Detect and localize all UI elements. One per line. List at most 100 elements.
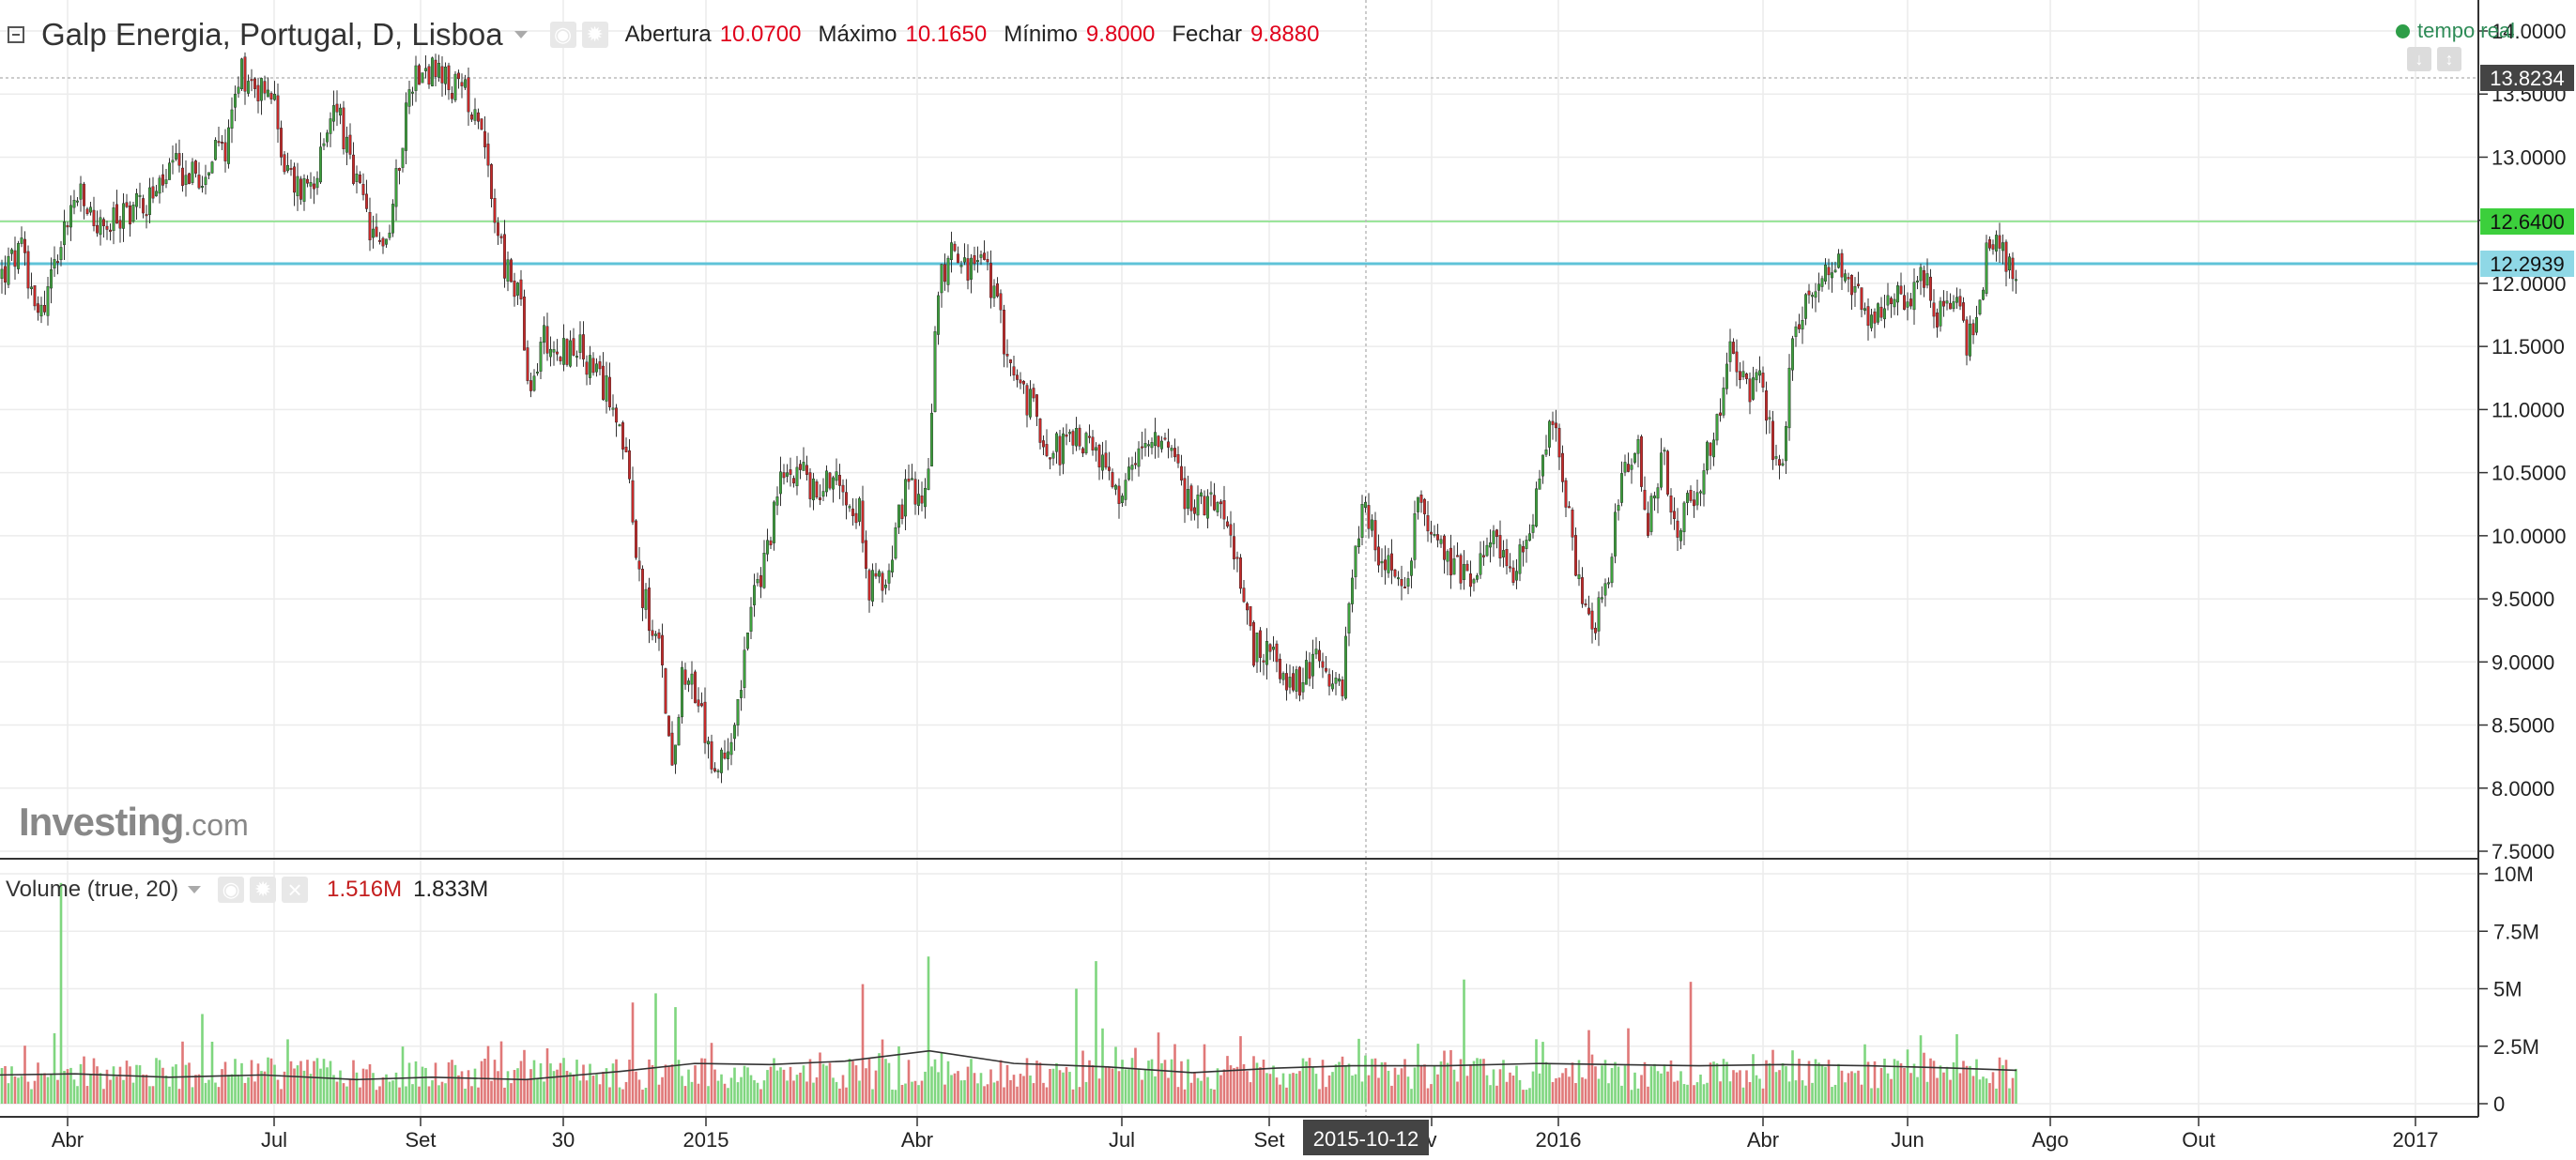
volume-bar bbox=[332, 1075, 335, 1104]
volume-bar bbox=[523, 1049, 526, 1104]
volume-bar bbox=[648, 1059, 651, 1104]
candle-body bbox=[477, 112, 481, 122]
chevron-down-icon[interactable] bbox=[514, 31, 528, 38]
volume-bar bbox=[1200, 1080, 1203, 1104]
candle-body bbox=[33, 285, 37, 307]
candle-body bbox=[887, 570, 891, 584]
candle-body bbox=[799, 464, 803, 470]
volume-title[interactable]: Volume (true, 20) bbox=[6, 877, 179, 902]
chevron-down-icon[interactable] bbox=[188, 886, 202, 893]
volume-bar bbox=[779, 1067, 782, 1104]
candle-body bbox=[1130, 465, 1134, 470]
candle-body bbox=[1866, 306, 1870, 327]
volume-bar bbox=[355, 1072, 359, 1104]
candle-body bbox=[832, 477, 836, 490]
volume-bar bbox=[621, 1089, 624, 1104]
volume-bar bbox=[615, 1059, 618, 1104]
candle-body bbox=[1203, 496, 1206, 516]
candle-body bbox=[707, 740, 711, 745]
volume-bar bbox=[1426, 1088, 1430, 1104]
volume-bar bbox=[381, 1076, 385, 1104]
close-label: Fechar bbox=[1172, 22, 1243, 47]
volume-bar bbox=[497, 1071, 499, 1104]
candle-body bbox=[46, 286, 50, 316]
high-label: Máximo bbox=[818, 22, 897, 47]
candle-body bbox=[1508, 566, 1511, 569]
candle-body bbox=[1373, 520, 1377, 551]
candle-body bbox=[39, 304, 43, 317]
volume-bar bbox=[657, 1084, 661, 1104]
eye-icon[interactable]: ◉ bbox=[549, 22, 576, 48]
candle-body bbox=[881, 572, 884, 591]
candle-body bbox=[789, 469, 792, 475]
volume-bar bbox=[1456, 1081, 1459, 1104]
volume-bar bbox=[1594, 1066, 1597, 1104]
candle-body bbox=[865, 540, 868, 570]
candle-body bbox=[424, 68, 428, 71]
candle-body bbox=[1212, 495, 1216, 511]
candle-body bbox=[306, 178, 310, 184]
candle-body bbox=[683, 669, 687, 685]
volume-bar bbox=[1985, 1078, 1988, 1104]
candle-body bbox=[1262, 660, 1265, 663]
volume-bar bbox=[874, 1070, 878, 1104]
collapse-square-icon[interactable] bbox=[8, 26, 24, 43]
price-axis[interactable]: 14.000013.500013.000012.500012.000011.50… bbox=[2478, 20, 2567, 863]
time-axis[interactable]: Abr Jul Set 30 2015 Abr Jul Set v 2016 Abr Jun Ago Ou… bbox=[52, 1117, 2439, 1152]
candle-body bbox=[1974, 316, 1978, 333]
scroll-down-icon[interactable]: ↓ bbox=[2407, 47, 2431, 71]
candle-body bbox=[1501, 550, 1505, 557]
candle-body bbox=[161, 174, 164, 186]
candle-body bbox=[733, 725, 737, 740]
gear-icon[interactable]: ✹ bbox=[250, 877, 277, 903]
volume-bar bbox=[641, 1090, 644, 1104]
volume-bar bbox=[1281, 1073, 1285, 1104]
candle-body bbox=[326, 132, 330, 143]
volume-bar bbox=[122, 1079, 125, 1104]
volume-bar bbox=[1557, 1077, 1561, 1104]
candle-body bbox=[1518, 544, 1522, 574]
candle-body bbox=[1939, 300, 1942, 327]
candle-body bbox=[1094, 447, 1097, 451]
volume-bar bbox=[1522, 1090, 1525, 1104]
candle-body bbox=[569, 340, 573, 367]
time-tick-label: Jun bbox=[1891, 1128, 1924, 1152]
volume-bar bbox=[519, 1061, 523, 1104]
volume-bar bbox=[1252, 1056, 1255, 1104]
volume-bar bbox=[1709, 1062, 1712, 1104]
candle-body bbox=[874, 572, 878, 577]
scroll-up-icon[interactable]: ↕ bbox=[2437, 47, 2461, 71]
volume-bar bbox=[2011, 1077, 2015, 1104]
candle-body bbox=[1761, 373, 1765, 388]
candle-body bbox=[930, 412, 934, 466]
volume-bar bbox=[191, 1087, 194, 1104]
volume-bar bbox=[155, 1058, 158, 1104]
volume-bar bbox=[197, 1074, 201, 1104]
volume-bar bbox=[992, 1082, 996, 1104]
candle-body bbox=[740, 690, 744, 698]
price-tag-label: 13.8234 bbox=[2490, 67, 2565, 90]
candle-body bbox=[411, 91, 415, 94]
close-icon[interactable]: × bbox=[282, 877, 309, 903]
candle-body bbox=[1836, 253, 1840, 268]
volume-bar bbox=[1574, 1083, 1577, 1104]
candle-body bbox=[223, 142, 227, 161]
volume-bar bbox=[204, 1082, 207, 1104]
candle-body bbox=[1695, 492, 1699, 506]
volume-bar bbox=[33, 1080, 37, 1104]
candle-body bbox=[792, 478, 796, 484]
symbol-title[interactable]: Galp Energia, Portugal, D, Lisboa bbox=[41, 17, 503, 52]
candle-body bbox=[1965, 319, 1969, 356]
volume-bar bbox=[53, 1032, 56, 1104]
gear-icon[interactable]: ✹ bbox=[581, 22, 608, 48]
eye-icon[interactable]: ◉ bbox=[218, 877, 245, 903]
volume-bar bbox=[1702, 1084, 1706, 1104]
candle-body bbox=[775, 496, 779, 506]
candle-body bbox=[1492, 530, 1495, 544]
volume-bar bbox=[1288, 1074, 1292, 1104]
volume-axis[interactable]: 10M 7.5M 5M 2.5M 0 bbox=[2478, 862, 2539, 1116]
volume-bar bbox=[1084, 1081, 1088, 1104]
candle-body bbox=[355, 173, 359, 182]
